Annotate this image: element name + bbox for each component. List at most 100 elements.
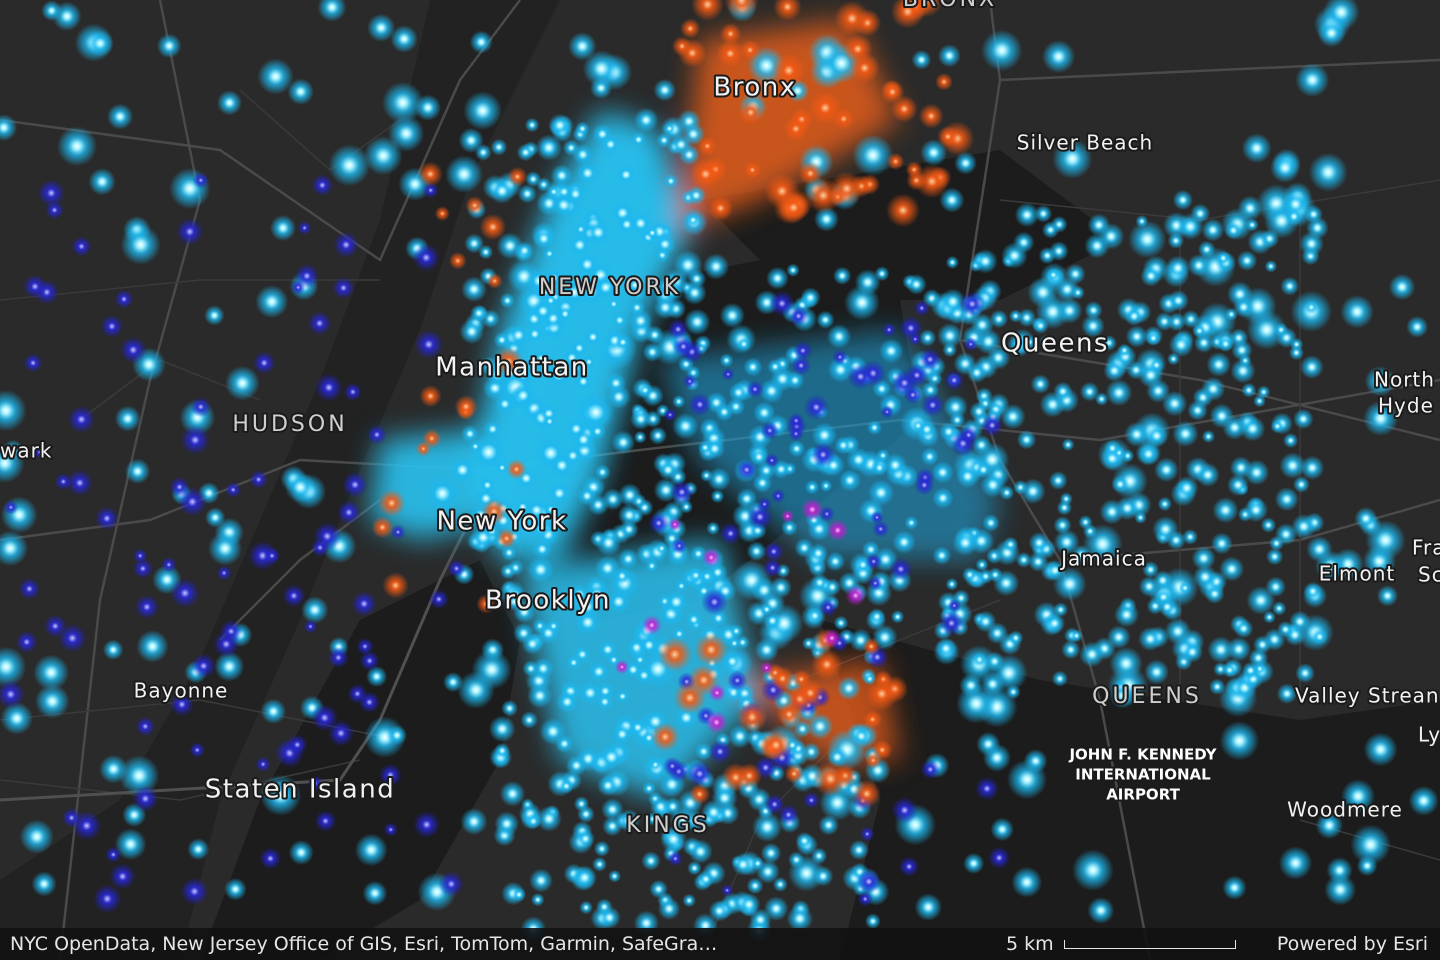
point-glow	[891, 796, 918, 824]
point-glow	[134, 594, 160, 620]
attribution[interactable]: NYC OpenData, New Jersey Office of GIS, …	[10, 933, 718, 955]
powered-by[interactable]: Powered by Esri	[1276, 933, 1428, 955]
point-glow	[71, 236, 92, 257]
point-glow	[1042, 40, 1076, 74]
point-glow	[525, 324, 545, 344]
point-glow	[516, 143, 535, 162]
point-glow	[54, 472, 73, 491]
point-glow	[833, 615, 849, 631]
point-glow	[92, 884, 122, 914]
point-glow	[974, 776, 1000, 801]
point-glow	[1111, 475, 1130, 494]
point-glow	[959, 673, 983, 698]
point-glow	[1135, 214, 1149, 228]
point-glow	[778, 192, 810, 224]
point-glow	[572, 428, 595, 451]
point-glow	[1081, 314, 1105, 338]
point-glow	[464, 233, 485, 254]
point-glow	[705, 711, 728, 734]
point-glow	[333, 231, 360, 258]
point-glow	[772, 876, 788, 892]
point-glow	[595, 898, 613, 916]
point-glow	[169, 692, 194, 717]
point-glow	[746, 541, 767, 562]
scale-line	[1063, 939, 1236, 949]
place-label: QUEENS	[1092, 684, 1202, 709]
airport-label: AIRPORT	[1106, 786, 1180, 804]
point-glow	[904, 515, 919, 530]
point-glow	[1364, 366, 1396, 397]
point-glow	[724, 0, 759, 18]
point-glow	[362, 880, 388, 906]
point-glow	[547, 481, 572, 505]
point-glow	[970, 313, 995, 337]
point-glow	[788, 851, 805, 868]
point-glow	[1142, 561, 1160, 579]
point-glow	[212, 630, 240, 658]
point-glow	[688, 839, 713, 864]
point-glow	[135, 716, 156, 737]
point-glow	[1044, 559, 1066, 582]
point-glow	[833, 266, 852, 285]
point-glow	[694, 632, 728, 667]
point-glow	[204, 305, 225, 326]
point-glow	[67, 405, 96, 434]
point-glow	[413, 810, 441, 839]
point-glow	[1212, 497, 1239, 524]
point-glow	[1065, 263, 1086, 285]
point-glow	[1078, 515, 1093, 530]
point-glow	[710, 489, 725, 504]
point-glow	[1229, 456, 1253, 479]
point-glow	[629, 408, 652, 430]
point-glow	[307, 311, 332, 336]
point-glow	[848, 839, 870, 861]
point-glow	[1289, 610, 1311, 633]
point-glow	[3, 439, 24, 461]
point-glow	[1245, 218, 1259, 232]
point-glow	[708, 900, 731, 922]
point-glow	[575, 161, 600, 186]
point-glow	[615, 689, 630, 704]
point-glow	[834, 0, 870, 37]
point-glow	[746, 877, 764, 895]
point-glow	[19, 819, 54, 854]
point-glow	[311, 174, 334, 197]
point-glow	[494, 346, 524, 377]
point-glow	[760, 842, 782, 864]
point-glow	[550, 164, 574, 187]
point-glow	[871, 739, 893, 761]
point-glow	[982, 514, 1000, 532]
place-label: NEW YORK	[539, 275, 681, 300]
point-glow	[1408, 785, 1439, 816]
point-glow	[1145, 330, 1161, 346]
point-glow	[354, 833, 388, 867]
point-glow	[511, 887, 527, 902]
point-glow	[414, 94, 442, 121]
point-glow	[719, 302, 745, 329]
point-glow	[662, 122, 676, 136]
point-glow	[351, 591, 377, 617]
point-glow	[0, 114, 18, 142]
point-glow	[1253, 394, 1266, 408]
point-glow	[1259, 229, 1280, 249]
point-glow	[699, 569, 715, 584]
point-glow	[769, 290, 795, 317]
point-glow	[663, 173, 679, 189]
point-glow	[819, 479, 833, 493]
point-glow	[906, 170, 927, 191]
point-glow	[225, 481, 242, 498]
point-glow	[937, 125, 959, 148]
point-glow	[708, 684, 726, 702]
point-glow	[259, 847, 282, 870]
point-glow	[483, 522, 501, 540]
point-glow	[656, 132, 672, 149]
point-glow	[642, 781, 657, 796]
point-glow	[136, 630, 169, 663]
point-glow	[1260, 517, 1277, 533]
point-glow	[1295, 663, 1316, 684]
point-glow	[422, 182, 440, 199]
place-label: Jamaica	[1059, 547, 1147, 571]
point-glow	[802, 791, 821, 809]
